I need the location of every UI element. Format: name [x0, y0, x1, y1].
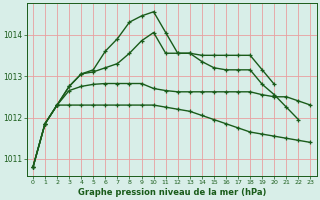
X-axis label: Graphe pression niveau de la mer (hPa): Graphe pression niveau de la mer (hPa): [77, 188, 266, 197]
